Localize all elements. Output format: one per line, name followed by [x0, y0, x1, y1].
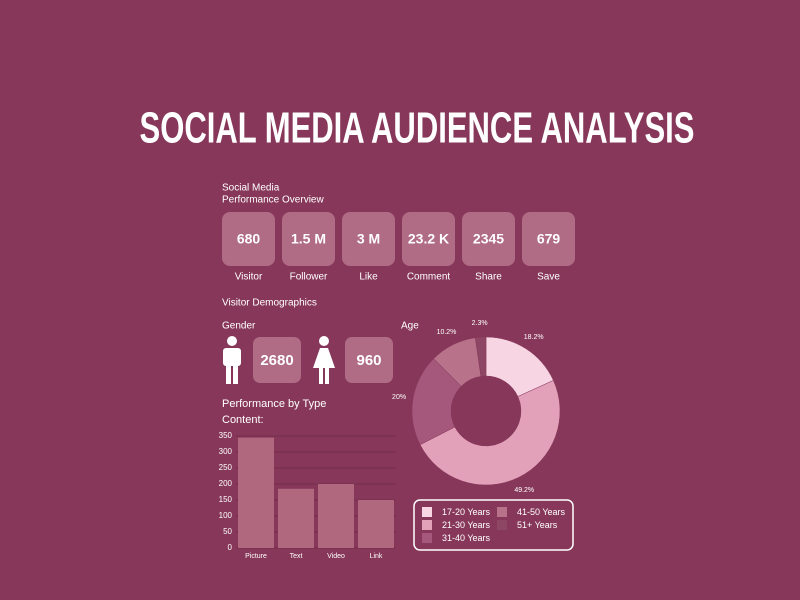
data-label: 2.3%: [472, 320, 488, 327]
metric-card: [222, 212, 275, 266]
metric-label: Comment: [407, 272, 451, 283]
data-label: 20%: [392, 394, 406, 401]
data-label: 10.2%: [437, 329, 457, 336]
section-title: Performance Overview: [222, 195, 324, 206]
legend-swatch: [422, 533, 432, 543]
metric-label: Visitor: [235, 272, 263, 283]
x-tick-label: Text: [290, 553, 303, 560]
y-tick-label: 350: [219, 431, 233, 440]
legend-label: 41-50 Years: [517, 507, 566, 517]
female-count: 960: [356, 352, 381, 369]
bar: [278, 488, 314, 548]
x-tick-label: Picture: [245, 553, 267, 560]
x-tick-label: Link: [370, 553, 383, 560]
page-title: SOCIAL MEDIA AUDIENCE ANALYSIS: [140, 104, 695, 153]
metric-value: 2345: [473, 231, 504, 247]
metric-label: Share: [475, 272, 502, 283]
metric-card: [522, 212, 575, 266]
x-tick-label: Video: [327, 553, 345, 560]
metric-card: [342, 212, 395, 266]
chart-title: Performance by Type: [222, 398, 326, 410]
bar: [358, 500, 394, 548]
data-label: 49.2%: [514, 487, 534, 494]
bar: [238, 437, 274, 548]
legend-box: [413, 499, 574, 551]
male-icon: [223, 336, 241, 384]
metric-value: 680: [237, 231, 261, 247]
metric-value: 3 M: [357, 231, 380, 247]
legend-swatch: [422, 507, 432, 517]
legend-label: 31-40 Years: [442, 533, 491, 543]
chart-title: Age: [401, 321, 419, 332]
legend-swatch: [422, 520, 432, 530]
y-tick-label: 50: [223, 527, 232, 536]
gender-label: Gender: [222, 321, 256, 332]
metric-card: [462, 212, 515, 266]
y-tick-label: 100: [219, 511, 233, 520]
stat-card: [345, 337, 393, 383]
male-count: 2680: [260, 352, 293, 369]
donut-segment: [475, 336, 487, 377]
legend-label: 17-20 Years: [442, 507, 491, 517]
section-title: Visitor Demographics: [222, 298, 317, 309]
stat-card: [253, 337, 301, 383]
female-icon: [313, 336, 335, 384]
metric-card: [402, 212, 455, 266]
y-tick-label: 250: [219, 463, 233, 472]
metric-label: Like: [359, 272, 378, 283]
metric-value: 1.5 M: [291, 231, 326, 247]
metric-label: Save: [537, 272, 560, 283]
metric-value: 679: [537, 231, 561, 247]
legend-label: 51+ Years: [517, 520, 558, 530]
y-tick-label: 150: [219, 495, 233, 504]
y-tick-label: 200: [219, 479, 233, 488]
metric-label: Follower: [290, 272, 328, 283]
legend-swatch: [497, 520, 507, 530]
legend-label: 21-30 Years: [442, 520, 491, 530]
section-title: Social Media: [222, 183, 280, 194]
bar: [318, 484, 354, 548]
donut-segment: [419, 380, 561, 486]
legend-swatch: [497, 507, 507, 517]
data-label: 18.2%: [524, 334, 544, 341]
metric-value: 23.2 K: [408, 231, 449, 247]
y-tick-label: 0: [228, 543, 233, 552]
chart-subtitle: Content:: [222, 414, 264, 426]
metric-card: [282, 212, 335, 266]
y-tick-label: 300: [219, 447, 233, 456]
